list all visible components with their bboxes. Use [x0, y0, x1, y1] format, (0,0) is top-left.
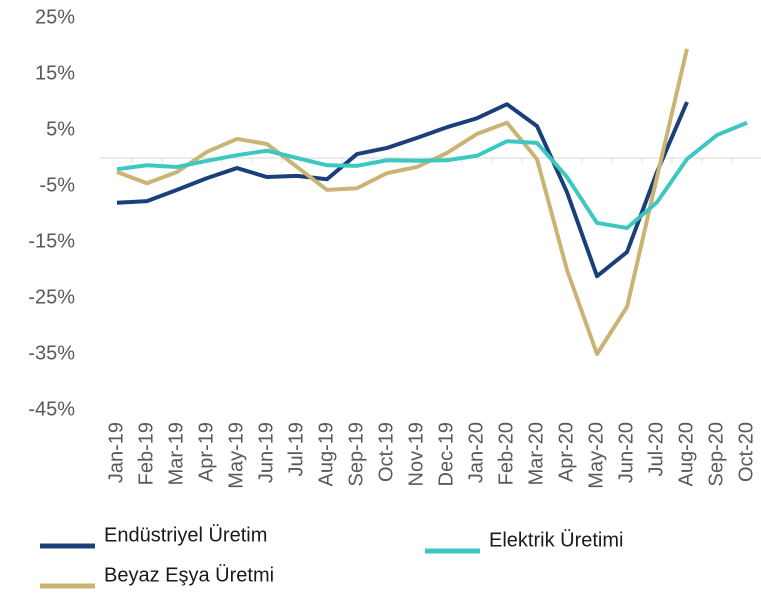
x-tick-label: Feb-20 — [495, 422, 517, 485]
x-tick-label: Oct-19 — [375, 422, 397, 482]
x-tick-label: Jul-20 — [645, 422, 667, 476]
x-tick-label: Apr-20 — [555, 422, 577, 482]
x-tick-label: Jan-19 — [105, 422, 127, 483]
y-tick-label: 15% — [35, 62, 75, 84]
x-tick-label: Jul-19 — [285, 422, 307, 476]
x-tick-label: Aug-20 — [675, 422, 697, 487]
x-tick-label: Mar-19 — [165, 422, 187, 485]
y-tick-label: -15% — [28, 230, 75, 252]
legend-label: Elektrik Üretimi — [489, 529, 623, 551]
series-line — [116, 101, 689, 279]
x-tick-label: Feb-19 — [135, 422, 157, 485]
x-tick-label: Dec-19 — [435, 422, 457, 486]
x-tick-label: Oct-20 — [735, 422, 757, 482]
x-tick-label: Jun-20 — [615, 422, 637, 483]
x-tick-label: Sep-19 — [345, 422, 367, 487]
y-tick-label: 25% — [35, 6, 75, 28]
x-tick-label: May-19 — [225, 422, 247, 489]
x-tick-label: Apr-19 — [195, 422, 217, 482]
x-tick-label: Sep-20 — [705, 422, 727, 487]
x-tick-label: May-20 — [585, 422, 607, 489]
x-tick-label: Jun-19 — [255, 422, 277, 483]
y-tick-label: -35% — [28, 342, 75, 364]
x-tick-label: Jan-20 — [465, 422, 487, 483]
y-tick-label: -45% — [28, 398, 75, 420]
x-tick-label: Mar-20 — [525, 422, 547, 485]
x-tick-label: Aug-19 — [315, 422, 337, 487]
legend-label: Beyaz Eşya Üretmi — [104, 564, 274, 586]
y-tick-label: -25% — [28, 286, 75, 308]
y-tick-label: 5% — [46, 118, 75, 140]
series-line — [116, 120, 748, 230]
legend-label: Endüstriyel Üretim — [104, 524, 267, 546]
y-tick-label: -5% — [39, 174, 75, 196]
x-tick-label: Nov-19 — [405, 422, 427, 486]
series-line — [116, 48, 689, 356]
